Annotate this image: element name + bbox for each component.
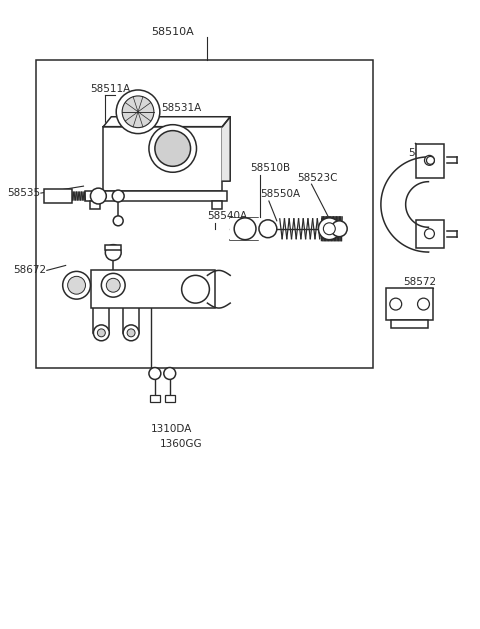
Circle shape	[94, 325, 109, 341]
Bar	[416, 143, 444, 178]
Text: 58531A: 58531A	[161, 103, 201, 113]
Polygon shape	[381, 157, 429, 252]
Circle shape	[90, 188, 106, 204]
Text: 58572: 58572	[404, 277, 437, 287]
Circle shape	[426, 157, 434, 164]
Circle shape	[418, 298, 430, 310]
Bar	[85, 191, 227, 201]
Bar	[36, 60, 373, 367]
Text: 58672: 58672	[12, 265, 46, 276]
Circle shape	[164, 367, 176, 379]
Text: 58761: 58761	[408, 148, 442, 159]
Polygon shape	[222, 117, 230, 181]
Circle shape	[116, 90, 160, 133]
Bar	[165, 395, 175, 402]
Circle shape	[424, 229, 434, 238]
Text: 1360GG: 1360GG	[160, 439, 203, 449]
Bar	[90, 201, 100, 209]
Bar	[44, 189, 72, 203]
Text: 58510A: 58510A	[151, 28, 194, 38]
Circle shape	[106, 278, 120, 292]
Circle shape	[63, 271, 90, 299]
Bar	[212, 201, 222, 209]
Bar	[103, 126, 222, 191]
Bar	[386, 288, 433, 320]
Bar	[91, 270, 216, 308]
Circle shape	[155, 131, 191, 166]
Circle shape	[105, 245, 121, 260]
Polygon shape	[103, 117, 230, 126]
Circle shape	[318, 218, 340, 240]
Bar	[105, 245, 121, 250]
Bar	[416, 220, 444, 248]
Bar	[324, 223, 340, 235]
Text: 58535: 58535	[7, 188, 40, 198]
Circle shape	[122, 96, 154, 128]
Circle shape	[234, 218, 256, 240]
Circle shape	[127, 329, 135, 337]
Circle shape	[68, 276, 85, 294]
Text: 58523C: 58523C	[298, 173, 338, 183]
Text: 58511A: 58511A	[90, 84, 131, 94]
Circle shape	[112, 190, 124, 202]
Circle shape	[149, 125, 196, 172]
Circle shape	[424, 155, 434, 165]
Circle shape	[123, 325, 139, 341]
Circle shape	[181, 276, 209, 303]
Circle shape	[331, 221, 347, 237]
Circle shape	[324, 223, 335, 235]
Text: 58540A: 58540A	[207, 211, 248, 221]
Bar	[230, 218, 260, 240]
Circle shape	[390, 298, 402, 310]
Text: 58510B: 58510B	[250, 164, 290, 174]
Text: 1310DA: 1310DA	[151, 424, 192, 434]
Circle shape	[259, 220, 277, 238]
Text: 58550A: 58550A	[260, 189, 300, 199]
Circle shape	[97, 329, 105, 337]
Bar	[150, 395, 160, 402]
Circle shape	[149, 367, 161, 379]
Circle shape	[101, 274, 125, 297]
Bar	[391, 320, 429, 328]
Circle shape	[324, 221, 340, 237]
Circle shape	[113, 216, 123, 226]
